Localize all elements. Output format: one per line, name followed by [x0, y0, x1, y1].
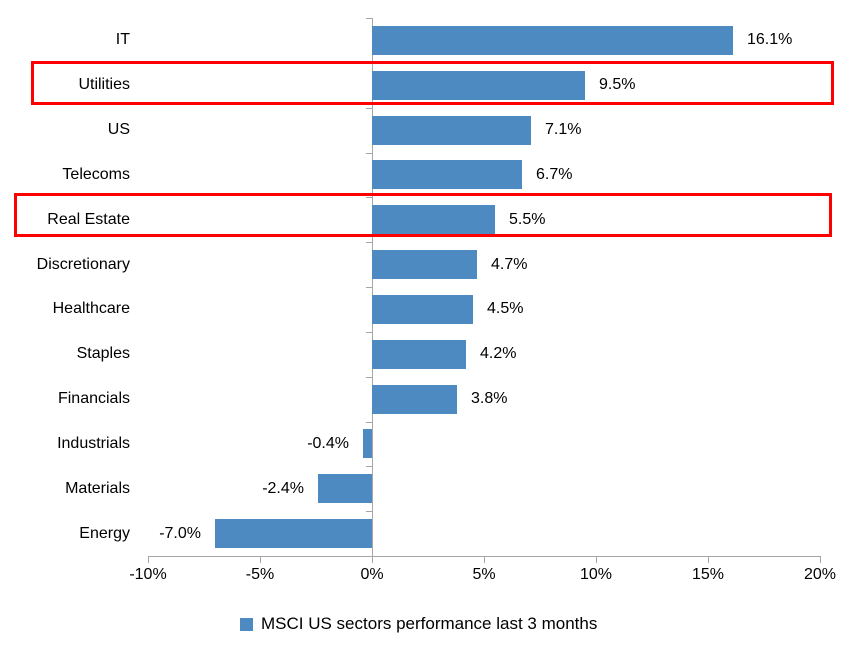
- chart-legend: MSCI US sectors performance last 3 month…: [240, 612, 597, 636]
- y-axis-tick: [366, 332, 372, 333]
- x-axis-tick-label: 5%: [472, 566, 496, 583]
- y-axis-tick: [366, 287, 372, 288]
- category-label-materials: Materials: [65, 480, 130, 497]
- bar-utilities: [372, 71, 585, 100]
- y-axis-tick: [366, 466, 372, 467]
- y-axis-tick: [366, 511, 372, 512]
- bar-us: [372, 116, 531, 145]
- x-axis-tick: [484, 556, 485, 563]
- y-axis-tick: [366, 377, 372, 378]
- bar-telecoms: [372, 160, 522, 189]
- bar-industrials: [363, 429, 372, 458]
- category-label-healthcare: Healthcare: [52, 300, 130, 317]
- category-label-financials: Financials: [57, 390, 130, 407]
- category-label-real-estate: Real Estate: [47, 211, 130, 228]
- y-axis-tick: [366, 18, 372, 19]
- y-axis-tick: [366, 556, 372, 557]
- y-axis-tick: [366, 422, 372, 423]
- bar-healthcare: [372, 295, 473, 324]
- value-label-staples: 4.2%: [480, 345, 517, 362]
- category-label-staples: Staples: [76, 345, 130, 362]
- value-label-us: 7.1%: [545, 121, 582, 138]
- value-label-telecoms: 6.7%: [536, 166, 573, 183]
- x-axis-tick: [596, 556, 597, 563]
- bar-discretionary: [372, 250, 477, 279]
- value-label-energy: -7.0%: [159, 525, 201, 542]
- y-axis-tick: [366, 242, 372, 243]
- legend-label: MSCI US sectors performance last 3 month…: [261, 614, 598, 633]
- bar-financials: [372, 385, 457, 414]
- category-label-energy: Energy: [79, 525, 130, 542]
- x-axis-tick: [148, 556, 149, 563]
- x-axis-tick: [260, 556, 261, 563]
- x-axis-tick: [372, 556, 373, 563]
- x-axis-tick-label: -5%: [245, 566, 275, 583]
- x-axis-tick: [820, 556, 821, 563]
- bar-materials: [318, 474, 372, 503]
- y-axis-tick: [366, 153, 372, 154]
- value-label-financials: 3.8%: [471, 390, 508, 407]
- category-label-utilities: Utilities: [78, 76, 130, 93]
- bar-energy: [215, 519, 372, 548]
- bar-real-estate: [372, 205, 495, 234]
- value-label-healthcare: 4.5%: [487, 300, 524, 317]
- value-label-utilities: 9.5%: [599, 76, 636, 93]
- y-axis-tick: [366, 108, 372, 109]
- x-axis-tick-label: 10%: [579, 566, 613, 583]
- y-axis-line: [372, 18, 373, 563]
- category-label-telecoms: Telecoms: [62, 166, 130, 183]
- category-label-discretionary: Discretionary: [36, 256, 130, 273]
- value-label-industrials: -0.4%: [307, 435, 349, 452]
- category-label-industrials: Industrials: [57, 435, 130, 452]
- bar-it: [372, 26, 733, 55]
- value-label-it: 16.1%: [747, 31, 793, 48]
- highlight-box-real-estate: [14, 193, 832, 237]
- value-label-real-estate: 5.5%: [509, 211, 546, 228]
- category-label-us: US: [107, 121, 130, 138]
- x-axis-tick-label: -10%: [129, 566, 167, 583]
- value-label-discretionary: 4.7%: [491, 256, 528, 273]
- x-axis-tick-label: 0%: [360, 566, 384, 583]
- x-axis-tick: [708, 556, 709, 563]
- legend-square-swatch-icon: [240, 617, 253, 631]
- x-axis-tick-label: 15%: [691, 566, 725, 583]
- bar-staples: [372, 340, 466, 369]
- y-axis-tick: [366, 197, 372, 198]
- highlight-box-utilities: [31, 61, 834, 105]
- value-label-materials: -2.4%: [262, 480, 304, 497]
- x-axis-tick-label: 20%: [803, 566, 837, 583]
- category-label-it: IT: [115, 31, 130, 48]
